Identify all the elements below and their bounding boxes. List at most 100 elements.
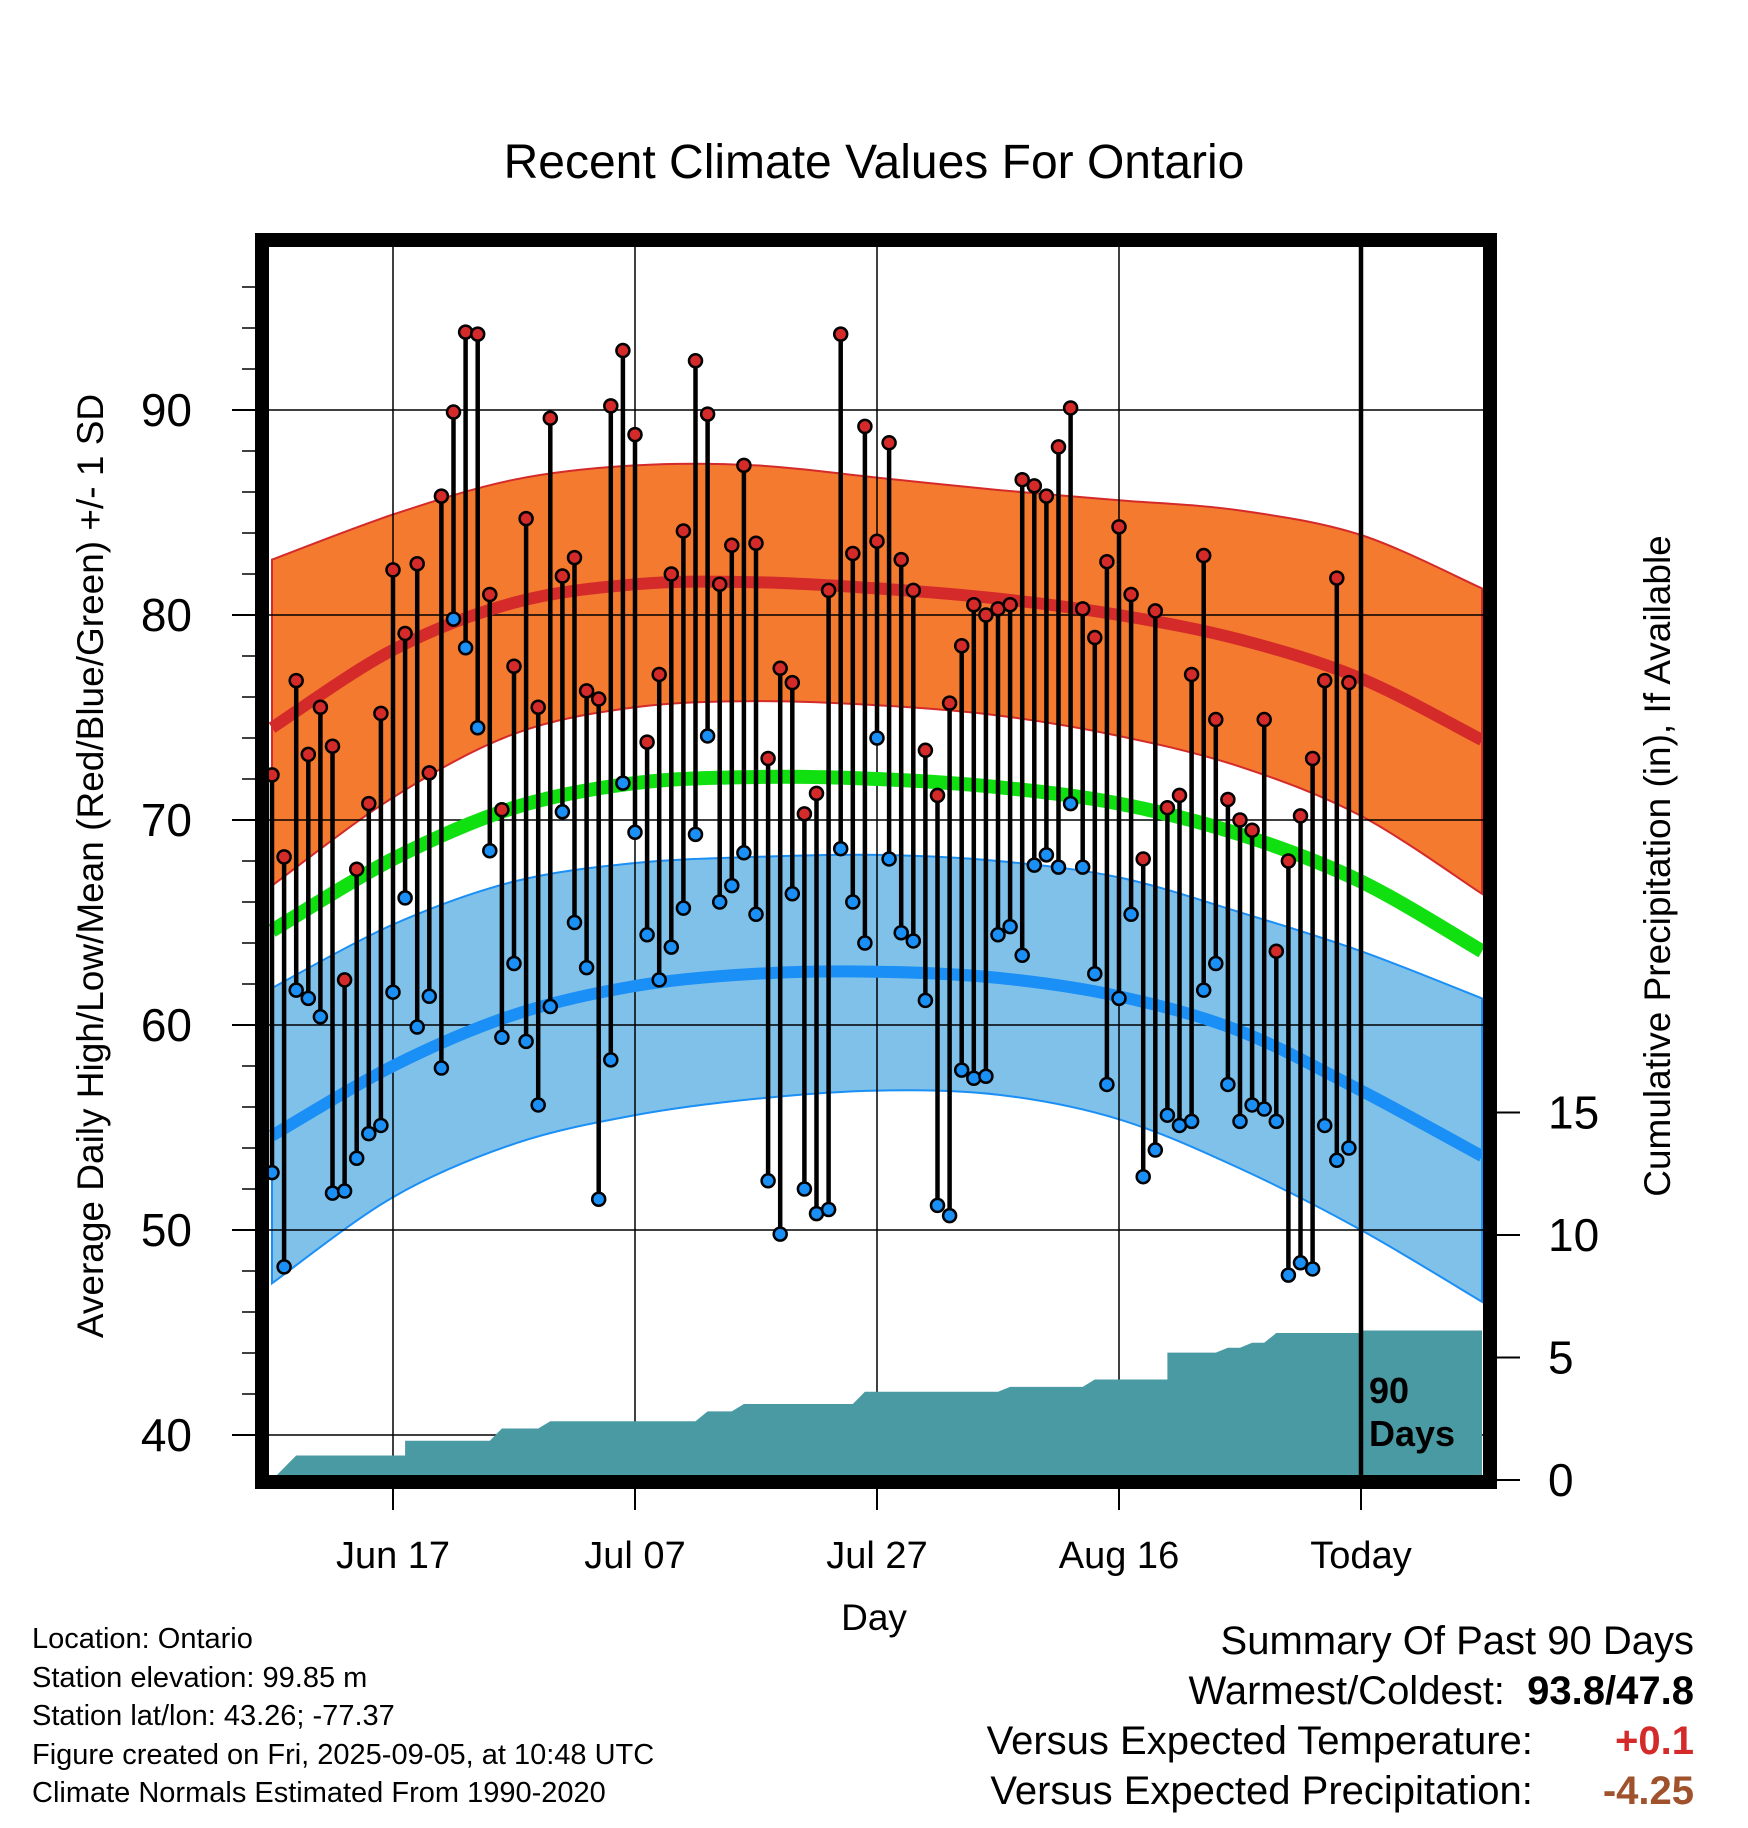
daily-low-point (675, 900, 692, 916)
daily-high-point (1159, 799, 1176, 816)
daily-low-point (929, 1197, 946, 1214)
daily-low-point (1304, 1261, 1321, 1277)
daily-low-point (506, 955, 522, 972)
daily-low-point (651, 972, 667, 988)
daily-high-point (1268, 943, 1285, 959)
daily-high-point (966, 597, 982, 613)
y2-tick-label: 15 (1548, 1087, 1599, 1139)
daily-high-point (808, 785, 825, 802)
daily-low-point (433, 1060, 450, 1076)
daily-low-point (1280, 1267, 1297, 1283)
daily-high-point (578, 683, 595, 699)
summary-title: Summary Of Past 90 Days (1220, 1619, 1694, 1663)
daily-high-point (1147, 603, 1164, 619)
daily-low-point (1099, 1076, 1115, 1093)
x-tick-label: Jun 17 (336, 1535, 450, 1577)
daily-high-point (1329, 570, 1345, 586)
daily-low-point (748, 906, 764, 923)
daily-low-point (772, 1226, 788, 1242)
daily-low-point (663, 939, 680, 955)
daily-low-point (1062, 795, 1079, 812)
daily-high-point (869, 533, 885, 549)
daily-high-point (1292, 808, 1309, 824)
daily-low-point (482, 843, 498, 859)
daily-high-point (845, 545, 861, 562)
daily-low-point (566, 914, 583, 931)
daily-low-point (1123, 906, 1139, 923)
daily-low-point (494, 1029, 510, 1046)
normals-text: Climate Normals Estimated From 1990-2020 (32, 1777, 606, 1809)
daily-high-point (288, 672, 304, 689)
daily-high-point (699, 406, 716, 422)
daily-high-point (336, 972, 353, 988)
daily-low-point (820, 1201, 837, 1218)
daily-high-point (373, 705, 389, 722)
daily-low-point (736, 845, 752, 861)
daily-low-point (336, 1183, 353, 1199)
daily-high-point (1062, 400, 1079, 416)
daily-low-point (627, 824, 643, 841)
daily-high-point (1208, 711, 1224, 728)
daily-high-point (518, 510, 534, 527)
daily-high-point (312, 699, 329, 715)
daily-low-point (1232, 1113, 1248, 1130)
daily-low-point (832, 840, 849, 857)
daily-low-point (518, 1033, 534, 1050)
temp-deviation-label: Versus Expected Temperature: (986, 1719, 1533, 1763)
daily-high-point (724, 537, 740, 554)
y2-tick-label: 10 (1548, 1209, 1599, 1261)
daily-low-point (300, 990, 317, 1007)
daily-low-point (857, 935, 873, 951)
daily-high-point (1232, 812, 1248, 828)
precip-deviation-row: Versus Expected Precipitation: -4.25 (987, 1766, 1694, 1816)
daily-low-point (1329, 1152, 1345, 1169)
daily-low-point (845, 894, 861, 910)
daily-high-point (1099, 553, 1115, 570)
daily-low-point (445, 611, 462, 627)
daily-low-point (469, 720, 486, 736)
daily-high-point (663, 566, 680, 582)
daily-high-point (1171, 787, 1188, 804)
daily-low-point (990, 927, 1006, 943)
daily-low-point (941, 1207, 958, 1224)
daily-low-point (578, 959, 595, 976)
daily-high-point (784, 674, 801, 691)
daily-high-point (1256, 711, 1272, 728)
daily-high-point (639, 734, 655, 750)
daily-high-point (397, 625, 413, 642)
latlon-text: Station lat/lon: 43.26; -77.37 (32, 1700, 395, 1732)
daily-high-point (361, 795, 377, 812)
daily-high-point (1038, 488, 1055, 504)
daily-low-point (385, 984, 401, 1000)
y2-axis-label: Cumulative Precipitation (in), If Availa… (1637, 535, 1678, 1197)
daily-high-point (1195, 547, 1212, 564)
daily-low-point (905, 933, 922, 949)
daily-high-point (1087, 629, 1103, 646)
daily-low-point (530, 1097, 546, 1113)
daily-high-point (941, 695, 958, 711)
daily-low-point (1195, 982, 1212, 998)
daily-high-point (1050, 439, 1067, 455)
daily-low-point (978, 1068, 994, 1084)
daily-low-point (869, 730, 885, 746)
daily-low-point (1026, 857, 1043, 873)
coldest-value: 47.8 (1616, 1669, 1694, 1713)
plot-frame (255, 233, 1497, 1489)
precip-area (275, 1330, 1482, 1476)
daily-low-point (881, 851, 897, 867)
daily-low-point (893, 925, 909, 941)
station-info: Location: Ontario Station elevation: 99.… (32, 1620, 654, 1813)
daily-high-point (482, 586, 498, 603)
daily-high-point (566, 549, 583, 566)
daily-low-point (1135, 1168, 1151, 1185)
daily-high-point (929, 787, 946, 804)
daily-low-point (1074, 859, 1091, 875)
daily-high-point (348, 861, 365, 877)
mean-normal-line (268, 769, 1484, 958)
daily-high-point (530, 699, 546, 715)
daily-high-point (1074, 601, 1091, 617)
warmest-value: 93.8 (1527, 1669, 1606, 1713)
warmest-coldest-label: Warmest/Coldest: (1188, 1669, 1505, 1713)
daily-low-point (348, 1150, 365, 1166)
y-tick-label: 50 (141, 1204, 192, 1256)
